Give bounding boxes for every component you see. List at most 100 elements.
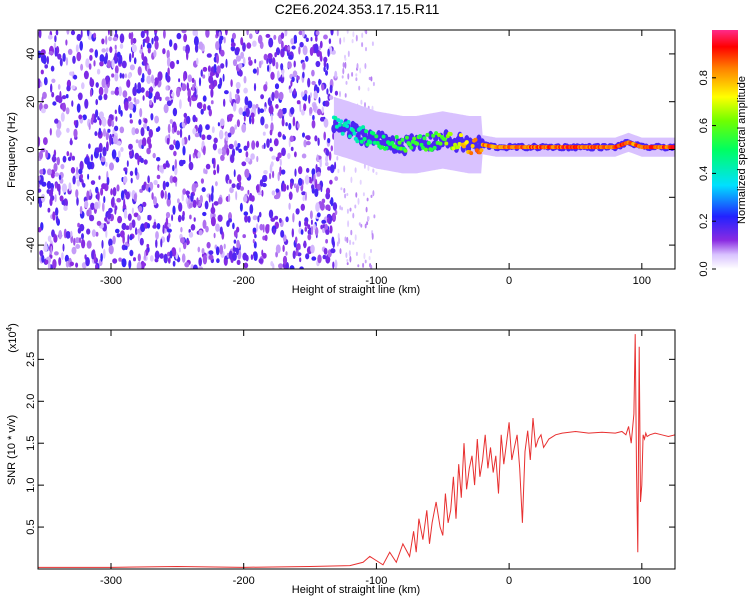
noise-mark — [90, 180, 96, 186]
noise-mark — [153, 196, 157, 206]
noise-mark — [235, 146, 239, 151]
noise-mark — [208, 250, 214, 256]
noise-mark — [242, 111, 247, 117]
noise-mark — [274, 52, 277, 58]
noise-mark — [79, 160, 84, 171]
noise-mark — [284, 108, 287, 114]
noise-mark — [202, 219, 207, 229]
noise-mark — [311, 119, 316, 129]
signal-mark — [364, 129, 369, 134]
noise-mark — [371, 232, 374, 240]
noise-mark — [172, 205, 176, 215]
noise-mark — [255, 30, 258, 34]
noise-mark — [295, 208, 300, 215]
noise-mark — [285, 216, 289, 223]
noise-mark — [72, 175, 76, 185]
noise-mark — [162, 48, 166, 55]
noise-mark — [181, 30, 187, 34]
noise-mark — [90, 154, 94, 162]
noise-mark — [294, 37, 297, 43]
noise-mark — [243, 114, 246, 122]
signal-mark — [345, 124, 350, 129]
noise-mark — [38, 137, 41, 147]
noise-mark — [93, 253, 97, 263]
noise-mark — [140, 157, 144, 164]
noise-mark — [332, 202, 338, 211]
noise-mark — [289, 88, 292, 94]
noise-mark — [40, 193, 46, 203]
noise-mark — [268, 105, 274, 115]
noise-mark — [81, 262, 87, 269]
y-tick-label: 2.5 — [25, 352, 37, 367]
noise-mark — [293, 89, 296, 95]
noise-mark — [229, 126, 235, 135]
noise-mark — [181, 137, 185, 147]
noise-mark — [211, 157, 215, 165]
noise-mark — [210, 192, 214, 202]
noise-mark — [318, 97, 321, 104]
noise-mark — [270, 161, 274, 167]
noise-mark — [178, 247, 181, 253]
noise-mark — [149, 86, 153, 93]
noise-mark — [372, 168, 375, 173]
noise-mark — [240, 37, 244, 46]
noise-mark — [324, 100, 330, 107]
noise-mark — [97, 191, 100, 201]
noise-mark — [133, 257, 136, 262]
noise-mark — [213, 169, 217, 176]
noise-mark — [349, 255, 352, 263]
noise-mark — [241, 123, 247, 133]
noise-mark — [245, 151, 249, 158]
noise-mark — [334, 176, 339, 182]
signal-mark — [432, 145, 437, 150]
noise-mark — [273, 138, 279, 147]
noise-mark — [305, 253, 310, 260]
noise-mark — [99, 118, 102, 126]
noise-mark — [173, 150, 177, 157]
noise-mark — [125, 191, 130, 200]
noise-mark — [359, 179, 362, 185]
noise-mark — [297, 122, 300, 129]
noise-mark — [203, 103, 207, 112]
noise-mark — [296, 243, 301, 250]
noise-mark — [279, 158, 282, 166]
noise-mark — [172, 260, 176, 267]
x-tick-label: -300 — [100, 575, 122, 587]
noise-mark — [86, 228, 91, 235]
noise-mark — [302, 61, 306, 70]
noise-mark — [243, 195, 248, 203]
noise-mark — [123, 209, 128, 219]
signal-mark — [415, 141, 420, 146]
noise-mark — [139, 108, 143, 118]
noise-mark — [105, 161, 108, 167]
noise-mark — [167, 192, 171, 200]
noise-mark — [181, 214, 185, 221]
noise-mark — [143, 159, 148, 165]
noise-mark — [53, 162, 58, 172]
noise-mark — [55, 128, 61, 138]
noise-mark — [49, 198, 53, 206]
noise-mark — [188, 203, 193, 208]
noise-mark — [208, 108, 212, 117]
snr-series — [38, 334, 675, 568]
noise-mark — [166, 100, 172, 107]
noise-mark — [299, 41, 304, 48]
noise-mark — [285, 262, 289, 269]
noise-mark — [139, 188, 144, 193]
colorbar-ticks: 0.0 0.2 0.4 0.6 0.8 — [698, 70, 716, 277]
noise-mark — [77, 222, 80, 228]
noise-mark — [156, 174, 161, 180]
noise-mark — [117, 150, 121, 158]
noise-mark — [216, 54, 219, 64]
noise-mark — [110, 90, 115, 95]
noise-mark — [66, 151, 70, 157]
noise-mark — [107, 128, 111, 133]
noise-mark — [174, 166, 178, 176]
noise-mark — [280, 230, 285, 238]
noise-mark — [316, 86, 320, 94]
colorbar-tick-label: 0.8 — [698, 70, 710, 85]
noise-mark — [173, 139, 176, 146]
noise-mark — [40, 81, 43, 87]
noise-mark — [168, 232, 171, 239]
noise-mark — [261, 249, 264, 257]
